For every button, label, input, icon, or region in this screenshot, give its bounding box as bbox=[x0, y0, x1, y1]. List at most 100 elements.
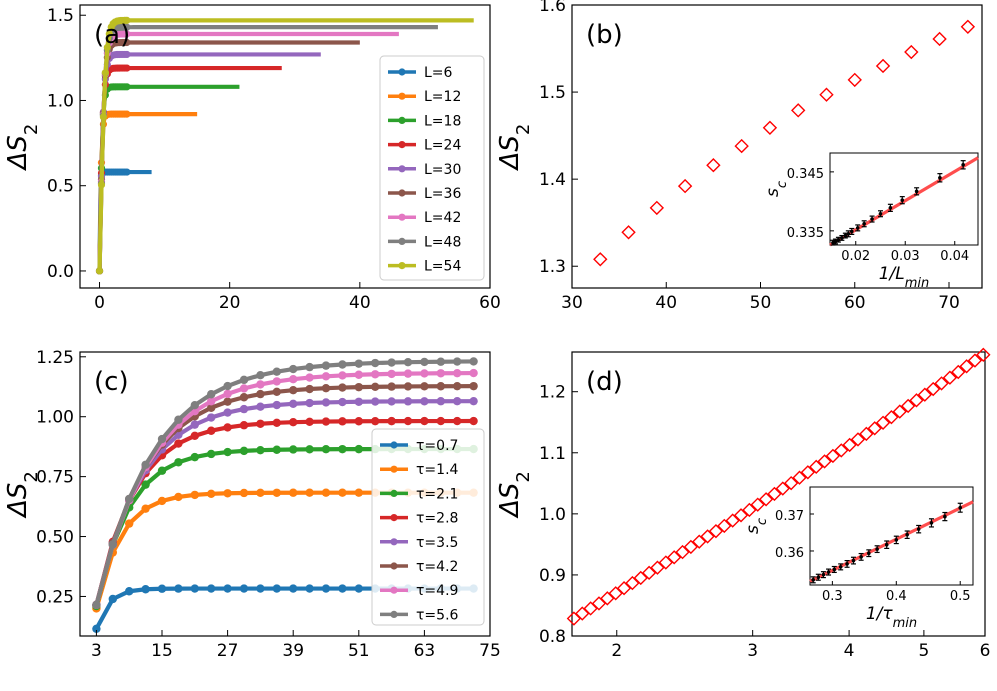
y-axis-label-0: ΔS2 bbox=[3, 124, 42, 172]
series-point-τ=4.9-14 bbox=[321, 372, 331, 381]
data-point-19 bbox=[725, 513, 740, 528]
data-point-0 bbox=[566, 611, 582, 626]
panel-c-legend-marker-2 bbox=[390, 489, 398, 497]
inset-point-3-3 bbox=[826, 570, 831, 574]
series-point-τ=1.4-16 bbox=[354, 488, 363, 497]
series-line-L=30 bbox=[97, 52, 322, 271]
series-point-τ=2.1-14 bbox=[321, 445, 331, 454]
series-line-L=42 bbox=[97, 31, 399, 271]
series-point-τ=0.7-13 bbox=[305, 584, 314, 593]
panel-a-legend-label-8: L=54 bbox=[424, 259, 461, 275]
inset-3-xtick-label-1: 0.4 bbox=[886, 589, 907, 604]
axes-frame-0 bbox=[79, 4, 491, 289]
data-point-7 bbox=[791, 103, 806, 118]
panel-label-2: (c) bbox=[94, 367, 129, 397]
series-point-τ=4.2-7 bbox=[207, 403, 216, 412]
series-point-τ=5.6-21 bbox=[436, 357, 445, 366]
y-axis-label-main-1: Δ bbox=[495, 152, 525, 172]
series-point-τ=3.5-7 bbox=[207, 413, 216, 422]
panel-b-xtick-label-0: 30 bbox=[561, 293, 583, 313]
series-point-τ=1.4-9 bbox=[239, 488, 249, 498]
series-point-τ=3.5-10 bbox=[256, 402, 265, 411]
series-point-τ=5.6-1 bbox=[108, 540, 118, 549]
series-point-τ=4.2-22 bbox=[453, 381, 462, 391]
data-point-45 bbox=[942, 370, 958, 385]
data-point-42 bbox=[917, 387, 933, 402]
inset-point-3-7 bbox=[851, 558, 856, 563]
panel-a-xtick-label-2: 40 bbox=[349, 293, 371, 313]
series-point-τ=5.6-19 bbox=[403, 357, 413, 367]
data-point-37 bbox=[875, 415, 891, 430]
series-point-L=54-14 bbox=[123, 16, 131, 24]
data-point-5 bbox=[608, 586, 623, 601]
data-point-3 bbox=[677, 178, 693, 194]
panel-a-legend-label-2: L=18 bbox=[424, 113, 461, 129]
series-point-τ=2.1-13 bbox=[305, 445, 314, 454]
series-point-τ=5.6-2 bbox=[125, 494, 134, 504]
data-point-8 bbox=[819, 87, 834, 102]
series-point-τ=2.1-10 bbox=[256, 445, 265, 455]
data-point-1 bbox=[621, 225, 636, 240]
series-point-τ=3.5-16 bbox=[354, 397, 363, 406]
inset-point-1-5 bbox=[846, 231, 851, 236]
inset-x-label-1: 1/Lmin bbox=[879, 264, 930, 291]
series-point-τ=1.4-10 bbox=[256, 488, 265, 498]
inset-point-1-12 bbox=[900, 198, 905, 202]
panel-c-legend-marker-1 bbox=[390, 465, 398, 473]
series-point-τ=1.4-5 bbox=[174, 492, 183, 502]
series-point-L=48-14 bbox=[123, 23, 131, 31]
panel-a-legend-label-5: L=36 bbox=[424, 186, 461, 202]
panel-b-xtick-label-1: 40 bbox=[655, 293, 677, 313]
inset-x-label-main-1: 1/ bbox=[879, 264, 898, 284]
series-point-τ=2.8-23 bbox=[469, 416, 478, 426]
series-point-τ=0.7-0 bbox=[92, 624, 101, 634]
series-point-τ=1.4-11 bbox=[272, 488, 281, 497]
panel-d-xtick-label-4: 6 bbox=[980, 641, 991, 661]
series-point-τ=2.8-7 bbox=[207, 426, 216, 435]
panel-a-xtick-label-3: 60 bbox=[479, 293, 501, 313]
inset-point-3-11 bbox=[884, 542, 889, 547]
data-point-7 bbox=[625, 575, 640, 591]
series-point-τ=0.7-8 bbox=[223, 584, 232, 593]
series-point-τ=2.8-9 bbox=[239, 421, 249, 430]
y-axis-label-sub-2: 2 bbox=[21, 471, 42, 482]
data-point-40 bbox=[900, 398, 916, 414]
series-point-τ=2.8-16 bbox=[354, 417, 363, 426]
inset-point-1-3 bbox=[840, 236, 844, 240]
data-point-0 bbox=[593, 252, 608, 267]
series-point-τ=1.4-6 bbox=[190, 490, 199, 500]
panel-c-legend-label-6: τ=4.9 bbox=[416, 583, 458, 599]
panel-c-legend-label-2: τ=2.1 bbox=[416, 486, 458, 502]
data-point-13 bbox=[960, 19, 976, 34]
y-axis-label-main-3: Δ bbox=[495, 499, 525, 519]
panel-c-xtick-label-6: 75 bbox=[479, 641, 501, 661]
series-point-τ=5.6-0 bbox=[92, 600, 101, 610]
series-point-τ=2.1-7 bbox=[207, 449, 216, 459]
y-axis-label-main-2: Δ bbox=[3, 499, 33, 519]
inset-x-label-sub-3: min bbox=[893, 616, 918, 631]
data-point-11 bbox=[904, 44, 919, 60]
axes-frame-3 bbox=[571, 351, 986, 637]
series-point-τ=4.9-17 bbox=[371, 370, 380, 379]
panel-d-ytick-label-1: 0.9 bbox=[539, 566, 566, 586]
inset-point-3-9 bbox=[867, 551, 871, 555]
inset-x-label-var-1: L bbox=[895, 264, 904, 284]
series-point-τ=4.2-18 bbox=[387, 382, 396, 391]
series-point-τ=1.4-14 bbox=[321, 488, 331, 497]
series-point-τ=5.6-11 bbox=[272, 367, 281, 376]
panel-a-legend-marker-6 bbox=[398, 213, 406, 221]
panel-a-legend-marker-5 bbox=[398, 189, 406, 197]
series-point-τ=0.7-2 bbox=[125, 587, 134, 596]
inset-point-1-11 bbox=[888, 206, 893, 210]
series-point-τ=3.5-23 bbox=[469, 396, 478, 406]
panel-a-ytick-label-3: 1.5 bbox=[47, 6, 74, 26]
series-point-τ=4.2-21 bbox=[436, 382, 445, 391]
series-point-τ=0.7-7 bbox=[207, 584, 216, 593]
series-point-τ=1.4-4 bbox=[157, 496, 167, 506]
series-point-τ=2.8-13 bbox=[305, 417, 314, 427]
inset-point-3-12 bbox=[894, 538, 899, 542]
panel-c-legend-label-1: τ=1.4 bbox=[416, 462, 459, 478]
inset-point-3-15 bbox=[929, 521, 934, 525]
panel-c-xtick-label-5: 63 bbox=[414, 641, 436, 661]
series-point-τ=4.9-10 bbox=[256, 380, 265, 389]
